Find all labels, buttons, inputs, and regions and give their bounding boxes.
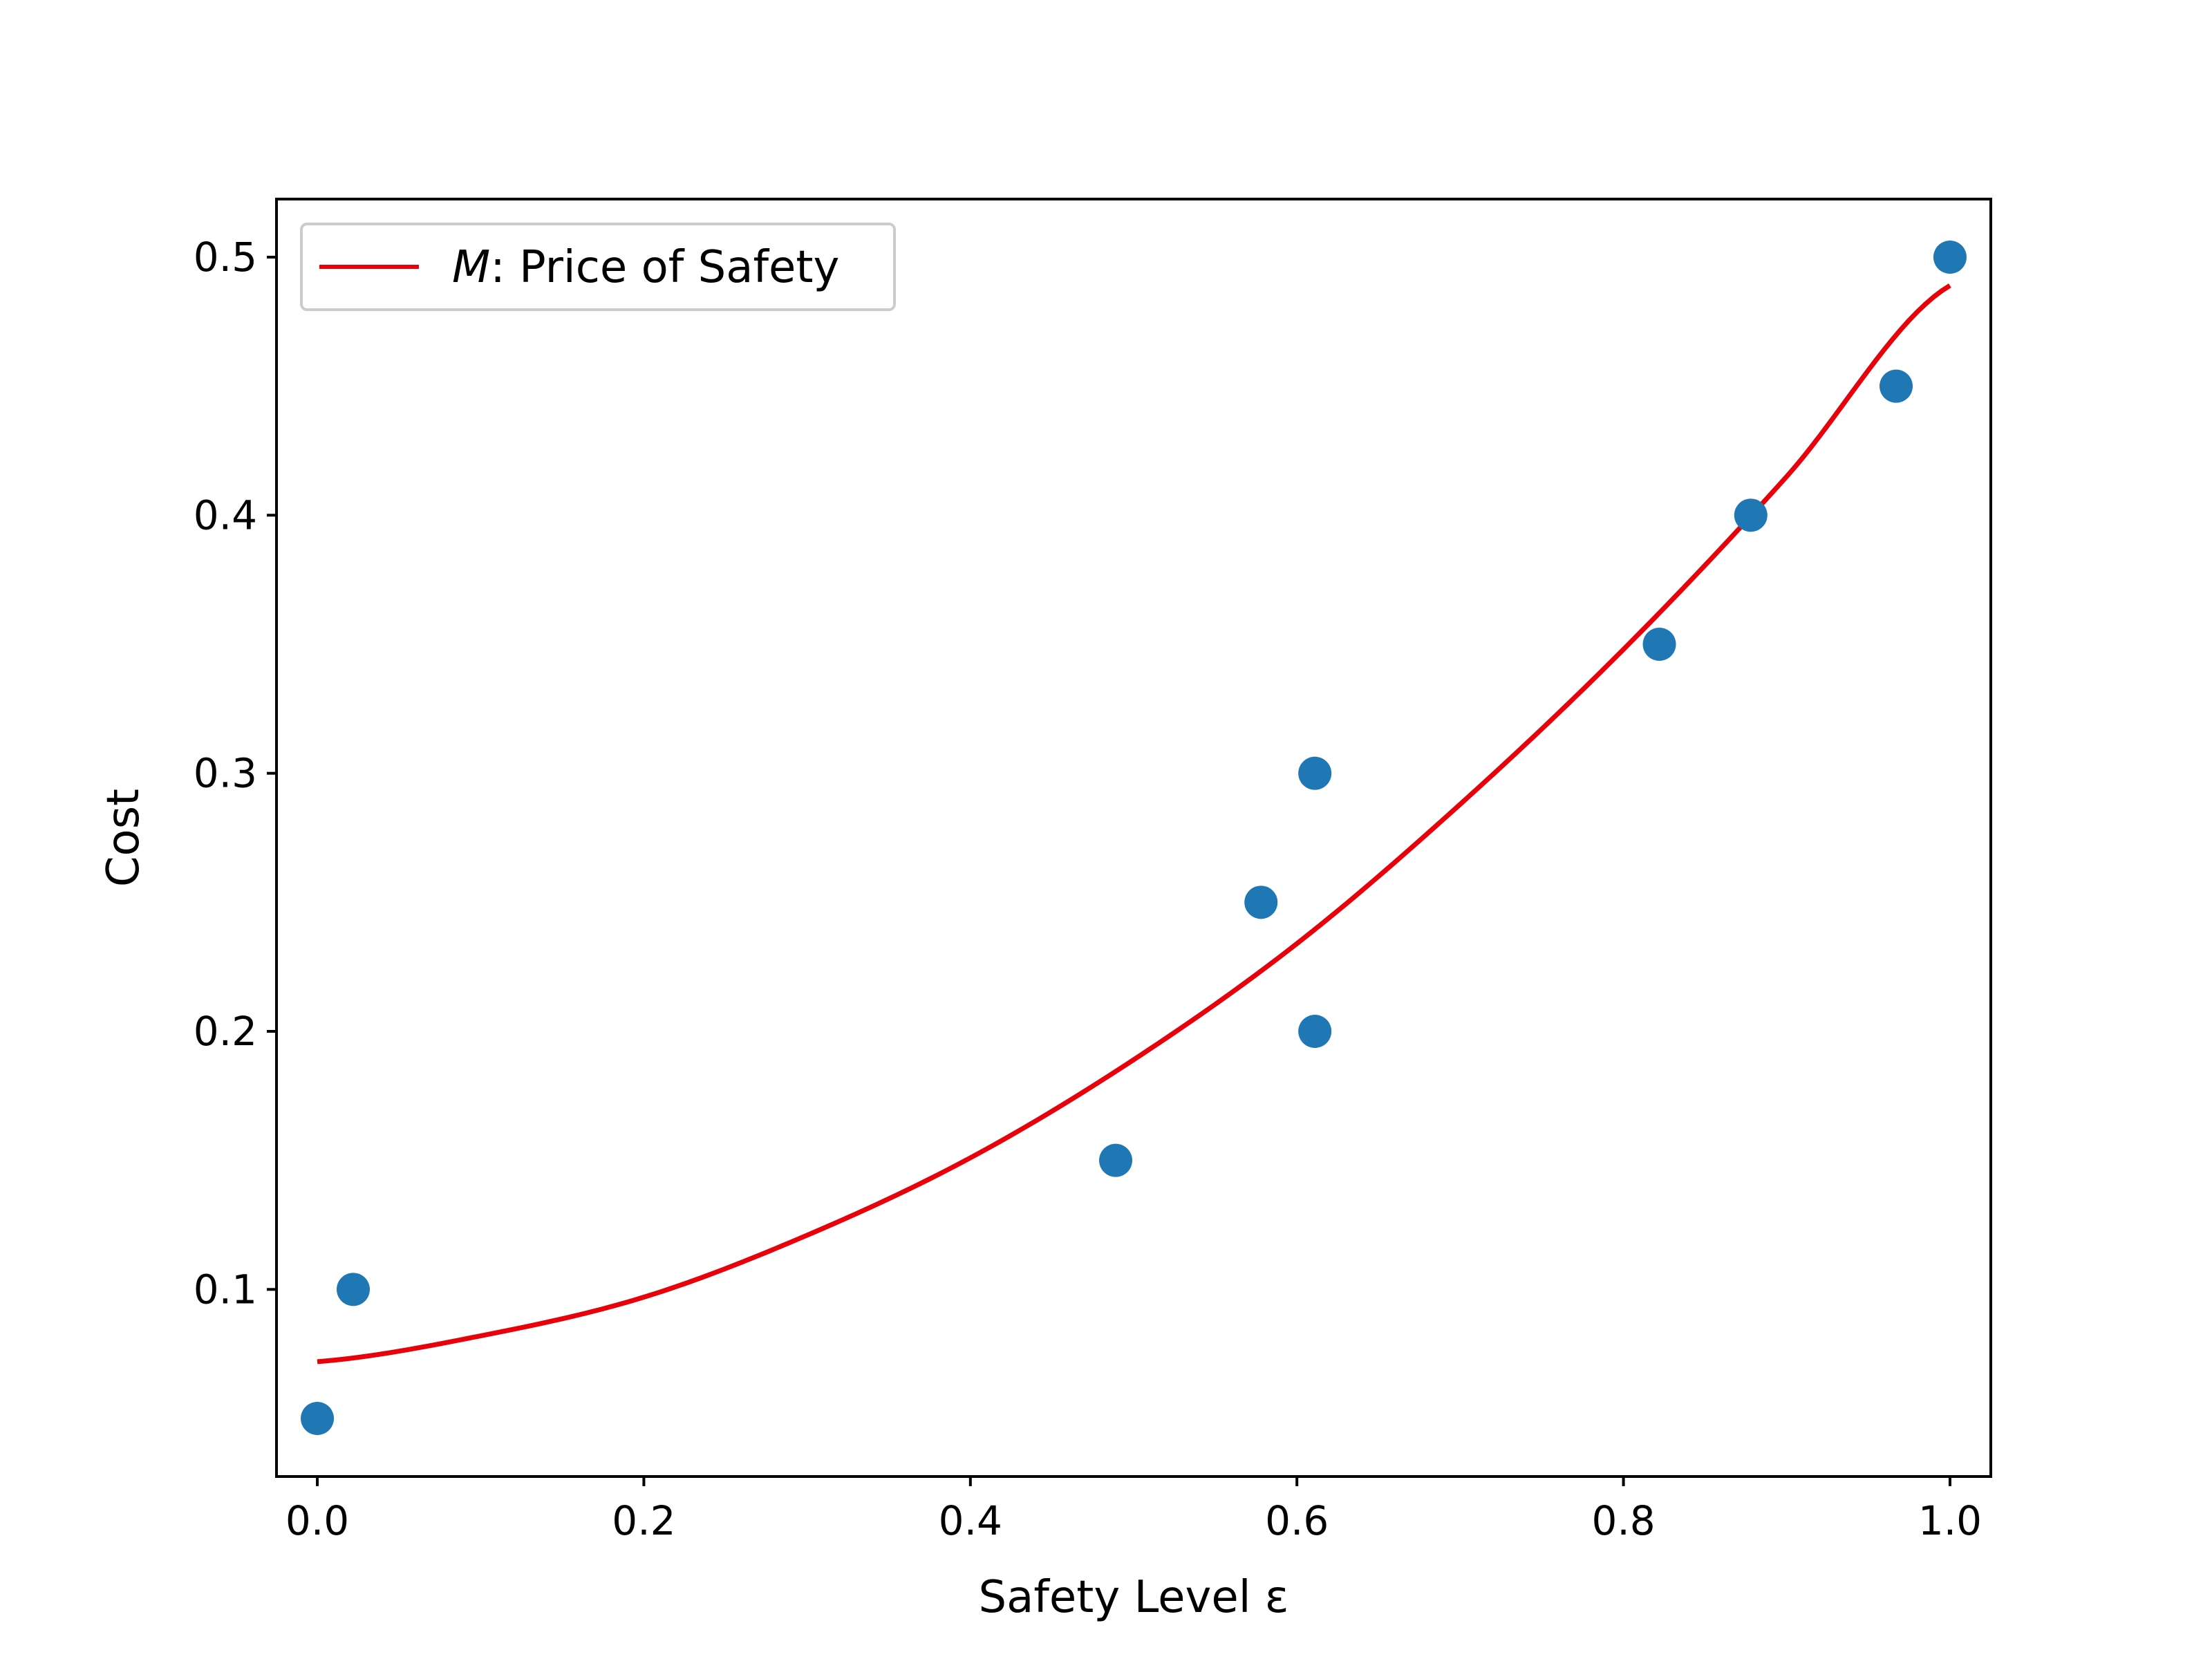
fit-curve-line xyxy=(317,283,1951,1365)
x-axis: 0.0 0.2 0.4 0.6 0.8 1.0 xyxy=(285,1477,1982,1544)
x-tick-label: 0.2 xyxy=(612,1497,675,1544)
x-tick-label: 0.8 xyxy=(1591,1497,1655,1544)
data-points-layer xyxy=(301,241,1967,1435)
y-axis: 0.1 0.2 0.3 0.4 0.5 xyxy=(194,234,276,1313)
x-axis-label: Safety Level ε xyxy=(979,1572,1289,1623)
y-tick-label: 0.3 xyxy=(194,750,257,797)
y-tick-label: 0.5 xyxy=(194,234,257,281)
data-point-1 xyxy=(301,1402,335,1435)
data-point-2 xyxy=(337,1273,371,1306)
data-point-8 xyxy=(1734,498,1768,532)
y-tick-label: 0.1 xyxy=(194,1266,257,1313)
data-point-9 xyxy=(1880,369,1913,403)
legend-box xyxy=(300,223,896,311)
x-tick-label: 0.6 xyxy=(1265,1497,1329,1544)
x-tick-label: 0.4 xyxy=(939,1497,1002,1544)
legend-label-text: : Price of Safety xyxy=(490,242,839,293)
data-point-10 xyxy=(1933,241,1967,274)
data-point-4 xyxy=(1244,885,1278,919)
data-point-3 xyxy=(1099,1143,1133,1177)
legend-label-symbol: M xyxy=(452,242,490,293)
y-tick-label: 0.4 xyxy=(194,491,257,538)
x-tick-label: 1.0 xyxy=(1918,1497,1982,1544)
x-tick-label: 0.0 xyxy=(285,1497,349,1544)
data-point-7 xyxy=(1642,628,1676,661)
y-tick-label: 0.2 xyxy=(194,1008,257,1055)
y-axis-label: Cost xyxy=(98,789,149,887)
legend: M: Price of Safety xyxy=(300,223,896,311)
data-point-6 xyxy=(1298,756,1332,790)
plot-area-frame xyxy=(275,198,1992,1478)
fit-curve-layer xyxy=(317,283,1951,1365)
data-point-5 xyxy=(1298,1015,1332,1048)
legend-label: M: Price of Safety xyxy=(452,242,839,293)
